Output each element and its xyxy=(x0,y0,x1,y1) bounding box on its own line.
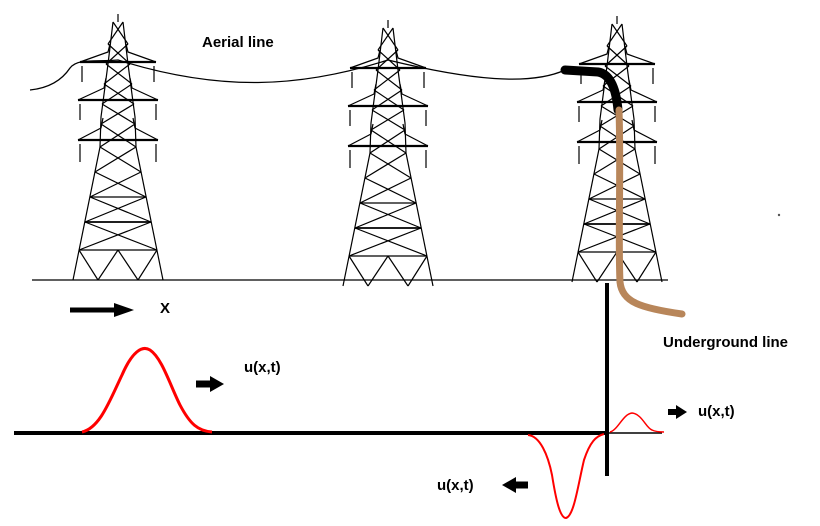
underground-line-label: Underground line xyxy=(663,334,788,351)
aerial-line-label: Aerial line xyxy=(202,34,274,51)
stray-dot xyxy=(777,213,781,217)
transmitted-wave-label: u(x,t) xyxy=(698,403,735,420)
incident-arrowhead xyxy=(210,376,224,392)
incident-wave-label: u(x,t) xyxy=(244,359,281,376)
aerial-conductor xyxy=(29,59,566,91)
underground-cable xyxy=(615,106,686,318)
x-direction-arrowhead xyxy=(114,303,134,317)
transmitted-wave xyxy=(609,412,665,433)
tower-left xyxy=(71,12,165,282)
reflected-wave xyxy=(527,433,605,520)
cable-riser xyxy=(560,65,623,115)
reflected-wave-label: u(x,t) xyxy=(437,477,474,494)
transmitted-arrowhead xyxy=(676,405,687,419)
incident-wave xyxy=(81,347,213,434)
x-axis-label: X xyxy=(160,300,170,317)
reflected-arrowhead xyxy=(502,477,516,493)
